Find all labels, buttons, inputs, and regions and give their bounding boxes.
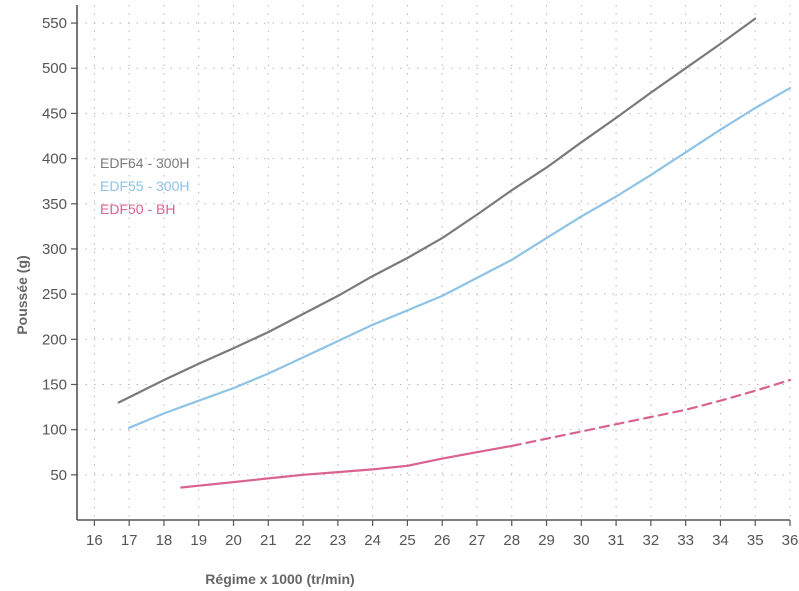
x-axis-ticks: 16 17 18 19 20 21 22 23 24 25 26 27 28 29 30 31 32 33 34 35… <box>86 520 798 549</box>
series-line-2 <box>180 444 513 489</box>
x-tick-label: 17 <box>121 532 138 549</box>
series-line-1 <box>128 87 792 429</box>
x-tick-label: 24 <box>364 532 381 549</box>
x-tick-label: 33 <box>677 532 694 549</box>
x-tick-label: 28 <box>503 532 520 549</box>
series-line-0 <box>117 17 757 404</box>
x-tick-label: 34 <box>712 532 729 549</box>
x-tick-label: 36 <box>782 532 799 549</box>
y-tick-label: 150 <box>42 376 67 393</box>
y-tick-label: 450 <box>42 105 67 122</box>
legend-entry: EDF50 - BH <box>100 201 175 217</box>
x-tick-label: 35 <box>747 532 764 549</box>
y-tick-label: 400 <box>42 151 67 168</box>
y-axis-ticks: 50 100 150 200 250 300 350 400 450 500 550 <box>42 15 77 484</box>
y-tick-label: 50 <box>50 467 67 484</box>
x-tick-label: 22 <box>295 532 312 549</box>
legend-entry: EDF55 - 300H <box>100 178 189 194</box>
x-tick-label: 30 <box>573 532 590 549</box>
y-tick-label: 200 <box>42 331 67 348</box>
y-tick-label: 500 <box>42 60 67 77</box>
y-tick-label: 300 <box>42 241 67 258</box>
y-tick-label: 250 <box>42 286 67 303</box>
x-tick-label: 23 <box>330 532 347 549</box>
x-tick-label: 27 <box>469 532 486 549</box>
x-tick-label: 19 <box>190 532 207 549</box>
x-tick-label: 32 <box>643 532 660 549</box>
x-tick-label: 25 <box>399 532 416 549</box>
x-tick-label: 21 <box>260 532 277 549</box>
x-tick-label: 16 <box>86 532 103 549</box>
legend: EDF64 - 300H EDF55 - 300H EDF50 - BH <box>100 155 189 217</box>
y-tick-label: 550 <box>42 15 67 32</box>
series-lines <box>117 17 792 489</box>
x-tick-label: 26 <box>434 532 451 549</box>
axes <box>76 5 790 521</box>
y-tick-label: 100 <box>42 422 67 439</box>
x-tick-label: 20 <box>225 532 242 549</box>
legend-entry: EDF64 - 300H <box>100 155 189 171</box>
y-axis-label: Poussée (g) <box>14 255 30 334</box>
grid-lines <box>77 5 791 520</box>
series-line-3 <box>510 378 792 447</box>
x-tick-label: 18 <box>156 532 173 549</box>
x-tick-label: 31 <box>608 532 625 549</box>
y-tick-label: 350 <box>42 196 67 213</box>
x-tick-label: 29 <box>538 532 555 549</box>
x-axis-label: Régime x 1000 (tr/min) <box>205 571 354 587</box>
